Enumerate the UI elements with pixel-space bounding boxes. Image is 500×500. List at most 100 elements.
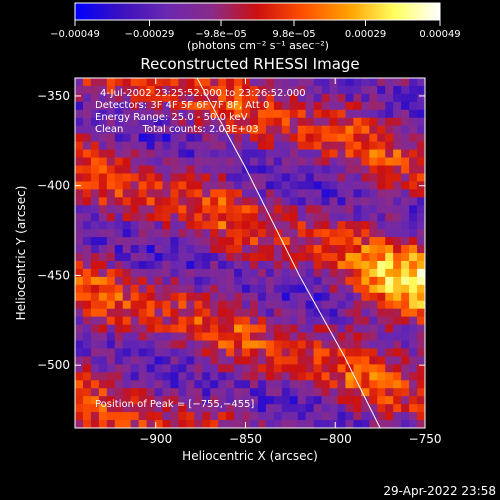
heatmap-cell (361, 356, 370, 365)
heatmap-cell (257, 141, 267, 151)
heatmap-cell (202, 141, 211, 151)
heatmap-cell (281, 412, 291, 421)
heatmap-cell (106, 85, 116, 95)
heatmap-cell (242, 149, 251, 159)
heatmap-cell (409, 101, 418, 111)
heatmap-cell (401, 372, 410, 381)
heatmap-cell (98, 245, 108, 254)
heatmap-cell (154, 276, 164, 286)
heatmap-cell (361, 268, 370, 278)
heatmap-cell (138, 189, 148, 198)
heatmap-cell (385, 237, 394, 246)
heatmap-cell (170, 149, 180, 159)
heatmap-cell (297, 420, 307, 428)
heatmap-cell (114, 221, 124, 230)
heatmap-cell (393, 165, 402, 175)
heatmap-cell (313, 340, 323, 350)
heatmap-cell (202, 292, 211, 302)
heatmap-cell (90, 276, 100, 286)
heatmap-cell (106, 197, 116, 206)
heatmap-cell (75, 364, 84, 373)
heatmap-cell (409, 332, 418, 342)
heatmap-cell (393, 101, 402, 111)
heatmap-cell (226, 300, 235, 310)
heatmap-cell (337, 292, 347, 302)
heatmap-cell (202, 117, 211, 127)
heatmap-cell (154, 253, 164, 262)
heatmap-cell (297, 380, 307, 389)
colorbar-tick-label: 0.00049 (419, 29, 460, 40)
heatmap-cell (130, 420, 140, 428)
heatmap-cell (377, 173, 386, 183)
heatmap-cell (234, 141, 243, 151)
heatmap-cell (393, 125, 402, 135)
heatmap-cell (122, 125, 132, 135)
heatmap-cell (170, 125, 180, 135)
heatmap-cell (75, 340, 84, 350)
heatmap-cell (122, 205, 132, 214)
heatmap-cell (250, 221, 259, 230)
heatmap-cell (234, 300, 243, 310)
heatmap-cell (210, 189, 219, 198)
heatmap-cell (146, 109, 156, 119)
heatmap-cell (273, 197, 283, 206)
heatmap-cell (305, 332, 315, 342)
heatmap-cell (194, 109, 203, 119)
heatmap-cell (345, 292, 355, 302)
heatmap-cell (194, 292, 203, 302)
heatmap-cell (305, 404, 315, 413)
heatmap-cell (361, 101, 370, 111)
heatmap-cell (226, 364, 235, 373)
heatmap-cell (186, 133, 195, 143)
heatmap-cell (345, 141, 355, 151)
heatmap-cell (417, 284, 425, 294)
heatmap-cell (369, 165, 378, 175)
heatmap-cell (202, 85, 211, 95)
heatmap-cell (289, 388, 299, 397)
heatmap-cell (170, 420, 180, 428)
heatmap-cell (409, 364, 418, 373)
heatmap-cell (226, 109, 235, 119)
heatmap-cell (305, 284, 315, 294)
heatmap-cell (146, 149, 156, 159)
heatmap-cell (321, 268, 331, 278)
heatmap-cell (122, 340, 132, 350)
heatmap-cell (329, 157, 339, 167)
heatmap-cell (75, 85, 84, 95)
heatmap-cell (186, 356, 195, 365)
heatmap-cell (194, 388, 203, 397)
heatmap-cell (361, 181, 370, 190)
heatmap-cell (329, 117, 339, 127)
heatmap-cell (250, 197, 259, 206)
heatmap-cell (90, 380, 100, 389)
heatmap-cell (234, 237, 243, 246)
heatmap-cell (329, 300, 339, 310)
heatmap-cell (226, 189, 235, 198)
heatmap-cell (289, 213, 299, 222)
heatmap-cell (305, 173, 315, 183)
heatmap-cell (90, 85, 100, 95)
heatmap-cell (393, 189, 402, 198)
heatmap-cell (194, 253, 203, 262)
heatmap-cell (337, 78, 347, 87)
heatmap-cell (114, 101, 124, 111)
heatmap-cell (329, 348, 339, 358)
heatmap-cell (377, 364, 386, 373)
heatmap-cell (297, 404, 307, 413)
heatmap-cell (186, 237, 195, 246)
heatmap-cell (98, 356, 108, 365)
heatmap-cell (226, 213, 235, 222)
heatmap-cell (178, 101, 187, 111)
heatmap-cell (210, 125, 219, 135)
heatmap-cell (186, 316, 195, 326)
heatmap-cell (226, 340, 235, 350)
heatmap-cell (273, 316, 283, 326)
heatmap-cell (377, 292, 386, 302)
heatmap-cell (138, 149, 148, 159)
heatmap-cell (377, 221, 386, 230)
heatmap-cell (226, 165, 235, 175)
heatmap-cell (202, 388, 211, 397)
heatmap-cell (106, 260, 116, 270)
heatmap-cell (385, 340, 394, 350)
heatmap-cell (297, 396, 307, 405)
